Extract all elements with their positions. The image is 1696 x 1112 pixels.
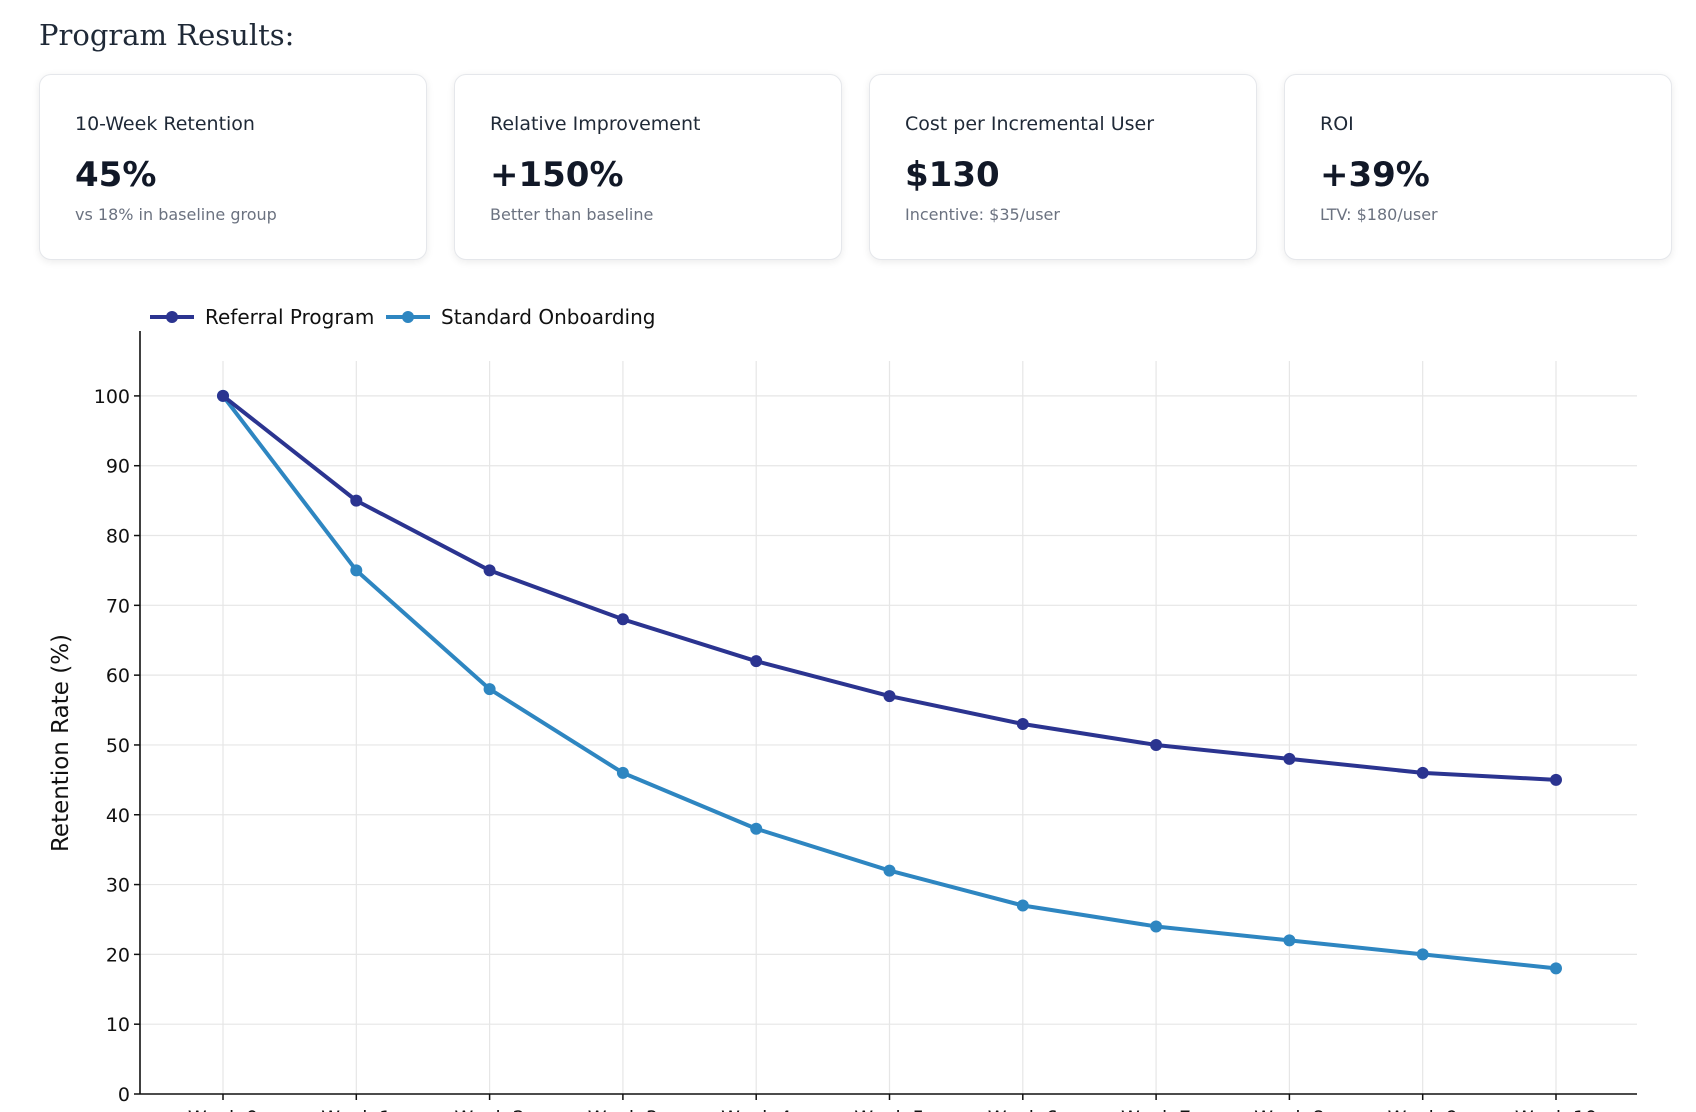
metric-card-cost: Cost per Incremental User $130 Incentive… <box>869 74 1257 260</box>
legend-swatch-marker <box>166 311 178 323</box>
x-tick-label: Week 5 <box>854 1107 924 1112</box>
y-axis-ticks: 0 10 20 30 40 50 60 70 80 90 100 <box>94 386 140 1106</box>
data-point[interactable] <box>1550 962 1562 975</box>
data-point[interactable] <box>616 613 629 626</box>
data-point[interactable] <box>883 864 896 877</box>
data-point[interactable] <box>483 683 496 696</box>
legend-item[interactable]: Standard Onboarding <box>386 305 655 329</box>
card-subtext: LTV: $180/user <box>1320 205 1438 224</box>
card-label: Cost per Incremental User <box>905 113 1155 135</box>
y-tick-label: 80 <box>106 526 130 548</box>
legend-item[interactable]: Referral Program <box>150 305 374 329</box>
y-axis-title: Retention Rate (%) <box>48 634 74 852</box>
series-referral-program <box>217 389 1562 786</box>
x-axis-ticks: Week 0 Week 1 Week 2 Week 3 Week 4 Week 5 Week… <box>188 1094 1597 1112</box>
chart-grid <box>140 361 1637 1094</box>
metric-card-retention: 10-Week Retention 45% vs 18% in baseline… <box>39 74 427 260</box>
card-value: +150% <box>490 155 624 195</box>
data-point[interactable] <box>483 564 496 577</box>
x-tick-label: Week 9 <box>1388 1107 1458 1112</box>
x-tick-label: Week 8 <box>1254 1107 1324 1112</box>
data-point[interactable] <box>1416 948 1429 961</box>
card-subtext: Incentive: $35/user <box>905 205 1060 224</box>
legend-swatch-marker <box>402 311 414 323</box>
metric-card-roi: ROI +39% LTV: $180/user <box>1284 74 1672 260</box>
card-value: 45% <box>75 155 157 195</box>
metric-card-improvement: Relative Improvement +150% Better than b… <box>454 74 842 260</box>
data-point[interactable] <box>1550 773 1562 786</box>
y-tick-label: 20 <box>106 944 130 966</box>
x-tick-label: Week 4 <box>721 1107 791 1112</box>
page-title: Program Results: <box>39 18 295 52</box>
card-label: 10-Week Retention <box>75 113 255 135</box>
x-tick-label: Week 7 <box>1121 1107 1191 1112</box>
y-tick-label: 90 <box>106 456 130 478</box>
x-tick-label: Week 10 <box>1515 1107 1597 1112</box>
y-tick-label: 70 <box>106 595 130 617</box>
y-tick-label: 40 <box>106 805 130 827</box>
card-label: ROI <box>1320 113 1354 135</box>
metric-cards: 10-Week Retention 45% vs 18% in baseline… <box>39 74 1672 260</box>
card-label: Relative Improvement <box>490 113 701 135</box>
chart-axes <box>139 331 1637 1095</box>
card-subtext: Better than baseline <box>490 205 654 224</box>
data-point[interactable] <box>1416 766 1429 779</box>
legend-label: Standard Onboarding <box>441 305 655 329</box>
data-point[interactable] <box>1283 752 1296 765</box>
x-tick-label: Week 2 <box>455 1107 525 1112</box>
card-value: +39% <box>1320 155 1430 195</box>
x-tick-label: Week 1 <box>321 1107 391 1112</box>
x-tick-label: Week 6 <box>988 1107 1058 1112</box>
chart-legend: Referral Program Standard Onboarding <box>150 305 655 329</box>
data-point[interactable] <box>1283 934 1296 947</box>
data-point[interactable] <box>350 564 363 577</box>
legend-label: Referral Program <box>205 305 374 329</box>
data-point[interactable] <box>350 494 363 507</box>
data-point[interactable] <box>883 690 896 703</box>
chart-series <box>217 389 1562 975</box>
card-subtext: vs 18% in baseline group <box>75 205 277 224</box>
y-tick-label: 60 <box>106 665 130 687</box>
y-tick-label: 100 <box>94 386 130 408</box>
x-tick-label: Week 0 <box>188 1107 258 1112</box>
retention-line-chart: Referral Program Standard Onboarding 0 10 2… <box>48 305 1637 1112</box>
data-point[interactable] <box>750 822 763 835</box>
x-tick-label: Week 3 <box>588 1107 658 1112</box>
card-value: $130 <box>905 155 1000 195</box>
data-point[interactable] <box>1150 738 1163 751</box>
data-point[interactable] <box>1016 718 1029 731</box>
data-point[interactable] <box>750 655 763 668</box>
y-tick-label: 10 <box>106 1014 130 1036</box>
data-point[interactable] <box>217 389 229 402</box>
data-point[interactable] <box>1150 920 1163 933</box>
y-tick-label: 50 <box>106 735 130 757</box>
data-point[interactable] <box>1016 899 1029 912</box>
y-tick-label: 0 <box>118 1084 130 1106</box>
y-tick-label: 30 <box>106 875 130 897</box>
data-point[interactable] <box>616 766 629 779</box>
